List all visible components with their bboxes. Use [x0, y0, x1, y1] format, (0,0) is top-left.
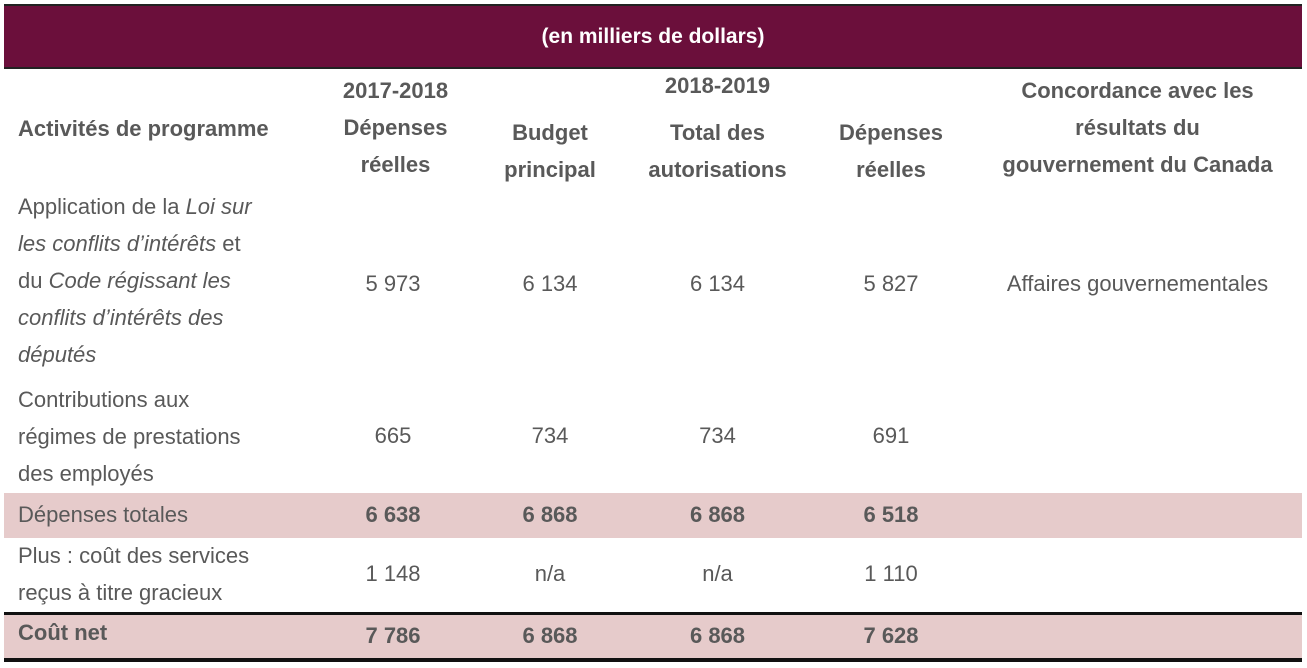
table-title: (en milliers de dollars) — [541, 24, 765, 48]
total-val-year2-actual: 6 518 — [863, 502, 919, 527]
header-total-auth-1: Total des — [670, 120, 765, 145]
header-year2-actual-2: réelles — [856, 157, 926, 182]
total-row-band — [4, 493, 1302, 538]
total-val-budget: 6 868 — [522, 502, 578, 527]
total-val-total-auth: 6 868 — [689, 502, 746, 527]
row4-val-total-auth: n/a — [702, 561, 733, 586]
header-concordance-3: gouvernement du Canada — [1002, 152, 1273, 177]
row1-val-budget: 6 134 — [522, 271, 578, 296]
header-year1: 2017-2018 Dépenses réelles — [323, 72, 468, 183]
row1-label: Application de la Loi sur les conflits d… — [18, 194, 252, 367]
net-val-total-auth: 6 868 — [689, 623, 746, 648]
header-concordance-1: Concordance avec les — [1021, 78, 1254, 103]
net-val-year2-actual: 7 628 — [863, 623, 919, 648]
header-budget: Budget principal — [480, 114, 620, 188]
header-total-auth: Total des autorisations — [630, 114, 805, 188]
total-val-year1: 6 638 — [365, 502, 421, 527]
row4-val-year2-actual: 1 110 — [864, 561, 918, 586]
row2-val-budget: 734 — [531, 423, 569, 448]
row1-concordance: Affaires gouvernementales — [1006, 271, 1269, 296]
row4-val-year1: 1 148 — [365, 561, 421, 586]
net-cost-label: Coût net — [18, 620, 108, 645]
header-total-auth-2: autorisations — [648, 157, 787, 182]
net-val-budget: 6 868 — [522, 623, 578, 648]
row1-val-year1: 5 973 — [365, 271, 421, 296]
total-row-label: Dépenses totales — [18, 502, 188, 527]
row1-val-year2-actual: 5 827 — [863, 271, 919, 296]
net-cost-bottom-rule — [4, 658, 1302, 662]
row2-val-year2-actual: 691 — [872, 423, 910, 448]
net-cost-band — [4, 615, 1302, 658]
row4-label: Plus : coût des services reçus à titre g… — [18, 543, 250, 605]
row4-val-budget: n/a — [534, 561, 566, 586]
header-budget-2: principal — [504, 157, 596, 182]
header-year2-actual: Dépenses réelles — [820, 114, 962, 188]
header-year2-label: 2018-2019 — [664, 73, 771, 98]
header-year2-actual-1: Dépenses — [839, 120, 943, 145]
table-title-bar: (en milliers de dollars) — [4, 4, 1302, 69]
header-year1-actual-1: Dépenses — [343, 115, 448, 140]
net-cost-top-rule — [4, 612, 1302, 615]
row2-label: Contributions aux régimes de prestations… — [18, 387, 241, 486]
header-year1-actual-2: réelles — [360, 152, 431, 177]
row1-val-total-auth: 6 134 — [689, 271, 746, 296]
header-budget-1: Budget — [512, 120, 588, 145]
row2-val-total-auth: 734 — [699, 423, 736, 448]
header-activities: Activités de programme — [18, 116, 269, 141]
header-concordance: Concordance avec les résultats du gouver… — [975, 72, 1300, 183]
row2-val-year1: 665 — [374, 423, 412, 448]
header-year1-label: 2017-2018 — [342, 78, 449, 103]
net-val-year1: 7 786 — [365, 623, 421, 648]
header-concordance-2: résultats du — [1075, 115, 1200, 140]
